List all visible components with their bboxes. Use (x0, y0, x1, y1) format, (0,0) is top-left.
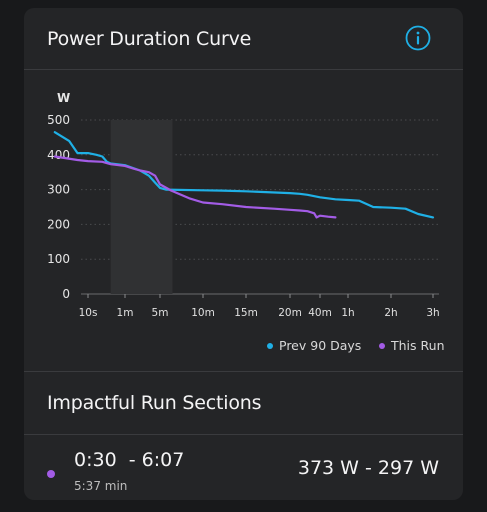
legend-prev-90-days[interactable]: Prev 90 Days (267, 338, 361, 353)
highlight-band (110, 120, 173, 294)
legend-prev-dot (267, 342, 273, 349)
y-tick-label: 500 (47, 113, 70, 127)
info-icon[interactable] (405, 25, 431, 51)
run-section-row[interactable]: 0:30 - 6:07 5:37 min 373 W - 297 W (24, 435, 463, 500)
run-section-dot (47, 470, 55, 478)
power-duration-chart: 0 100 200 300 400 500 10s 1m 5m 10m 15m 20m 40m 1h 2h… (47, 91, 440, 319)
run-section-duration: 5:37 min (74, 479, 128, 493)
x-tick-label: 10s (79, 307, 98, 319)
run-section-time-range: 0:30 - 6:07 (74, 449, 185, 471)
series-line-prev-90-days (53, 131, 435, 219)
x-tick-label: 20m (278, 307, 302, 319)
y-tick-label: 0 (62, 287, 70, 301)
legend-this-label: This Run (391, 338, 445, 353)
x-tick-label: 40m (308, 307, 332, 319)
y-tick-label: 100 (47, 252, 70, 266)
y-tick-label: 300 (47, 183, 70, 197)
legend-prev-label: Prev 90 Days (279, 338, 362, 353)
x-tick-label: 10m (191, 307, 215, 319)
y-tick-label: 400 (47, 148, 70, 162)
divider-top (24, 69, 463, 70)
power-duration-card: Power Duration Curve 0 100 200 300 400 500 10… (24, 8, 463, 500)
x-tick-label: 5m (152, 307, 169, 319)
legend-this-dot (379, 342, 385, 349)
divider-bottom (24, 434, 463, 435)
card-title: Power Duration Curve (47, 28, 252, 50)
x-tick-label: 2h (384, 307, 397, 319)
x-tick-label: 3h (426, 307, 439, 319)
series-line-this-run (53, 155, 337, 219)
y-axis-label: W (57, 91, 70, 105)
run-section-watts: 373 W - 297 W (297, 457, 439, 479)
y-tick-label: 200 (47, 217, 70, 231)
divider-middle (24, 371, 463, 372)
section-title: Impactful Run Sections (47, 392, 262, 414)
x-tick-label: 1m (117, 307, 134, 319)
x-tick-label: 1h (341, 307, 354, 319)
x-tick-label: 15m (234, 307, 258, 319)
legend-this-run[interactable]: This Run (379, 338, 445, 353)
